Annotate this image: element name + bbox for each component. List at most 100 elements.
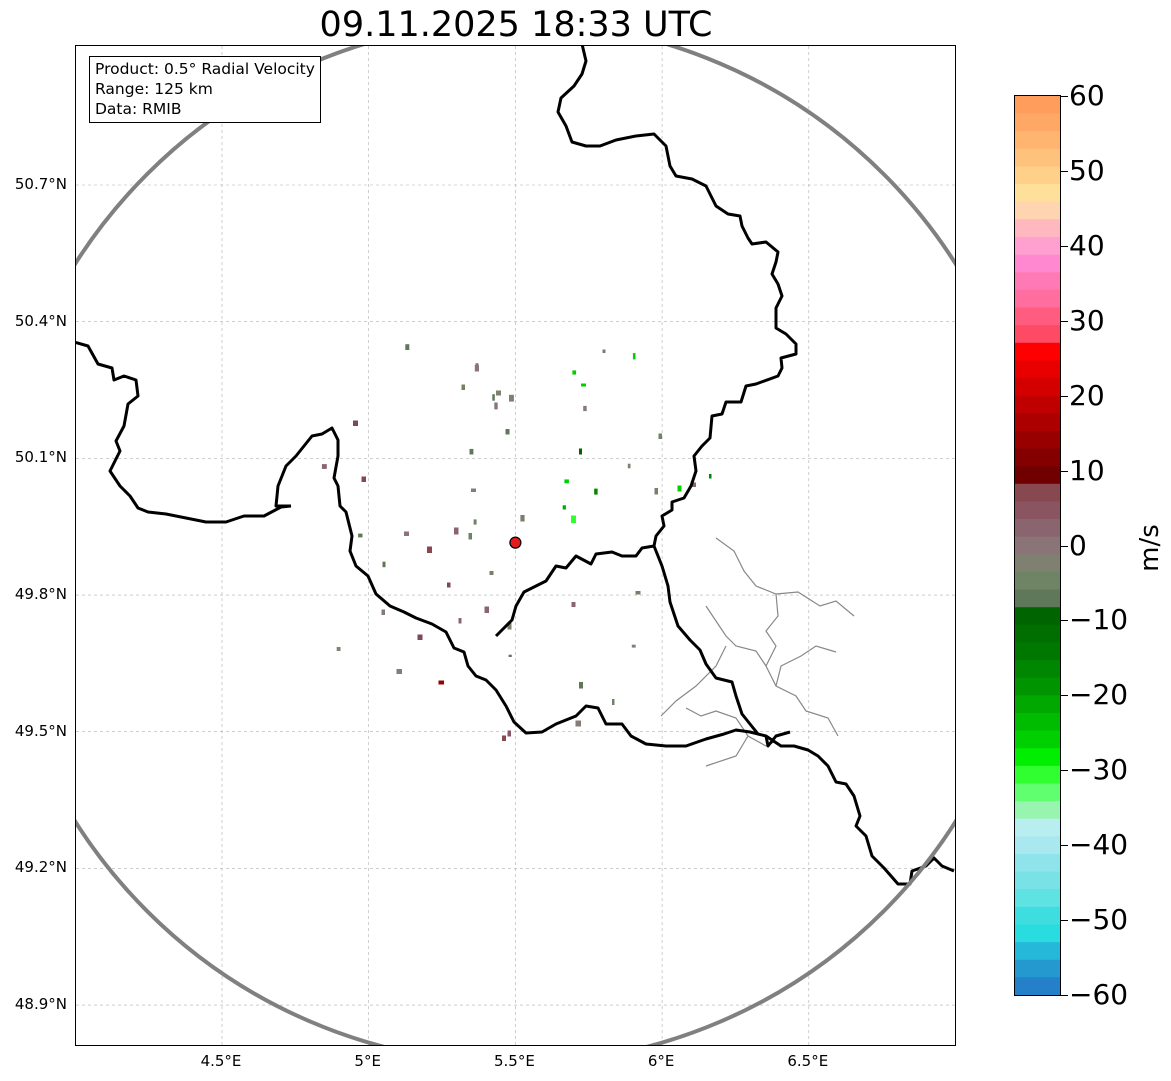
product-info-box: Product: 0.5° Radial Velocity Range: 125… <box>89 56 321 123</box>
echo-pixel <box>417 634 423 640</box>
echo-pixel <box>507 730 511 737</box>
colorbar-band <box>1015 853 1060 873</box>
echo-pixel <box>579 448 582 455</box>
colorbar-tick-label: −40 <box>1069 828 1129 862</box>
colorbar-tick-label: −60 <box>1069 978 1129 1011</box>
colorbar-tick-label: 60 <box>1069 79 1105 112</box>
colorbar-band <box>1015 836 1060 855</box>
colorbar-band <box>1015 642 1060 661</box>
colorbar-band <box>1015 624 1060 644</box>
echo-pixel <box>361 476 366 482</box>
map-canvas <box>76 46 955 1045</box>
echo-pixel <box>492 394 495 401</box>
echo-pixel <box>583 405 587 412</box>
echo-pixel <box>358 533 363 538</box>
product-label: Product: 0.5° Radial Velocity <box>95 60 315 78</box>
echo-pixel <box>594 488 598 495</box>
colorbar-tick-label: −30 <box>1069 753 1129 787</box>
colorbar-band <box>1015 959 1060 978</box>
echo-pixel <box>709 474 712 479</box>
radar-site-marker <box>509 536 522 549</box>
colorbar-band <box>1015 483 1060 503</box>
colorbar-tick-mark <box>1061 920 1068 922</box>
colorbar-band <box>1015 871 1060 890</box>
colorbar-tick-mark <box>1061 96 1068 97</box>
colorbar-band <box>1015 272 1060 291</box>
colorbar-band <box>1015 977 1060 995</box>
colorbar-band <box>1015 730 1060 749</box>
colorbar-band <box>1015 360 1060 379</box>
colorbar-unit-label: m/s <box>1135 524 1165 572</box>
colorbar-tick-label: 10 <box>1069 453 1105 487</box>
echo-pixel <box>571 515 576 523</box>
colorbar-band <box>1015 589 1060 608</box>
colorbar-tick-label: 50 <box>1069 153 1105 187</box>
echo-pixel <box>353 420 358 426</box>
colorbar-tick-mark <box>1061 320 1068 322</box>
colorbar-band <box>1015 342 1060 362</box>
colorbar-tick-mark <box>1061 545 1068 547</box>
echo-pixel <box>458 618 462 624</box>
lat-tick-label: 48.9°N <box>14 995 67 1014</box>
echo-pixel <box>461 384 465 390</box>
echo-pixel <box>508 654 512 657</box>
echo-pixel <box>691 482 696 487</box>
colorbar-band <box>1015 501 1060 520</box>
colorbar-tick-mark <box>1061 470 1068 472</box>
echo-pixel <box>579 682 583 689</box>
colorbar-band <box>1015 801 1060 820</box>
echo-pixel <box>427 546 432 553</box>
velocity-colorbar <box>1014 95 1061 996</box>
echo-pixel <box>581 383 586 387</box>
lon-tick-label: 5.5°E <box>493 1052 535 1070</box>
echo-pixel <box>505 429 510 435</box>
echo-pixel <box>404 531 409 536</box>
lat-tick-label: 50.4°N <box>14 311 67 330</box>
colorbar-tick-label: 20 <box>1069 378 1105 412</box>
colorbar-band <box>1015 889 1060 908</box>
colorbar-gradient <box>1015 96 1060 995</box>
colorbar-tick-mark <box>1061 995 1068 996</box>
echo-pixel <box>575 720 581 727</box>
colorbar-tick-label: 40 <box>1069 228 1105 262</box>
echo-pixel <box>396 669 402 674</box>
lon-tick-label: 5°E <box>354 1052 381 1070</box>
lon-tick-label: 6°E <box>647 1052 675 1070</box>
colorbar-band <box>1015 219 1060 238</box>
echo-pixel <box>502 735 506 741</box>
colorbar-tick-mark <box>1061 395 1068 397</box>
province-borders <box>660 537 855 767</box>
colorbar-tick-label: −20 <box>1069 678 1129 712</box>
colorbar-band <box>1015 571 1060 591</box>
echo-pixel <box>321 464 327 469</box>
echo-pixel <box>469 448 474 455</box>
colorbar-band <box>1015 660 1060 679</box>
echo-pixel <box>447 582 451 588</box>
colorbar-band <box>1015 765 1060 785</box>
colorbar-tick-mark <box>1061 845 1068 847</box>
colorbar-band <box>1015 448 1060 467</box>
echo-pixel <box>468 533 472 540</box>
colorbar-band <box>1015 695 1060 714</box>
map-title: 09.11.2025 18:33 UTC <box>319 5 713 45</box>
echo-pixel <box>454 527 459 535</box>
colorbar-tick-mark <box>1061 770 1068 772</box>
echo-pixel <box>494 402 498 410</box>
colorbar-band <box>1015 677 1060 696</box>
colorbar-band <box>1015 906 1060 926</box>
radar-map[interactable] <box>75 45 956 1046</box>
lon-tick-label: 6.5°E <box>787 1052 829 1070</box>
echo-pixel <box>509 394 514 402</box>
colorbar-band <box>1015 395 1060 414</box>
colorbar-band <box>1015 536 1060 555</box>
colorbar-tick-label: 0 <box>1069 528 1087 562</box>
lon-tick-label: 4.5°E <box>200 1052 242 1070</box>
echo-pixel <box>654 488 658 495</box>
echo-pixel <box>632 353 636 360</box>
colorbar-band <box>1015 148 1060 168</box>
colorbar-band <box>1015 201 1060 220</box>
echo-pixel <box>562 505 566 510</box>
colorbar-band <box>1015 413 1060 432</box>
colorbar-band <box>1015 131 1060 150</box>
colorbar-band <box>1015 325 1060 344</box>
